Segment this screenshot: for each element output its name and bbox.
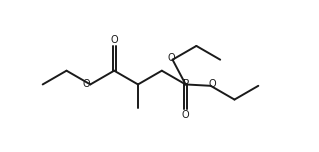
Text: O: O	[110, 35, 118, 45]
Text: P: P	[182, 79, 189, 89]
Text: O: O	[208, 79, 216, 89]
Text: O: O	[182, 111, 189, 120]
Text: O: O	[167, 53, 175, 63]
Text: O: O	[83, 79, 90, 89]
